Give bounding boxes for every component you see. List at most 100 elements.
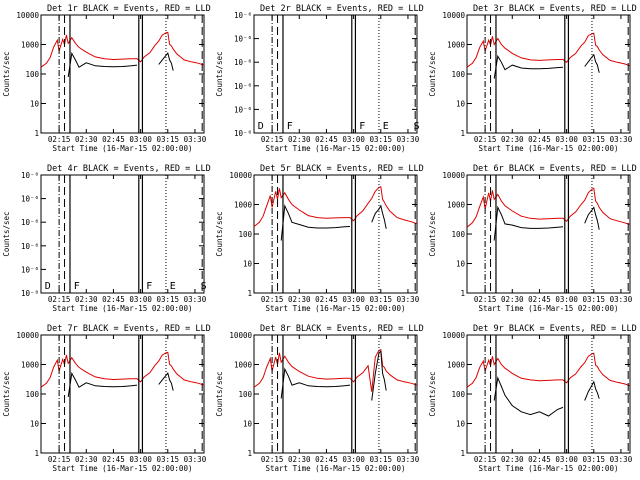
y-axis-label: Counts/sec bbox=[428, 51, 437, 96]
panel-title: Det 1r BLACK = Events, RED = LLD bbox=[47, 4, 211, 14]
x-tick-label: 02:30 bbox=[501, 295, 524, 304]
y-axis-label: Counts/sec bbox=[215, 51, 224, 96]
y-tick-label: 1 bbox=[460, 129, 465, 138]
x-tick-label: 03:30 bbox=[610, 135, 633, 144]
x-tick-label: 02:30 bbox=[75, 295, 98, 304]
x-tick-label: 03:00 bbox=[342, 455, 365, 464]
series-line-events bbox=[493, 376, 600, 417]
y-tick-label: 1 bbox=[34, 129, 39, 138]
y-tick-label: 10⁻⁶ bbox=[234, 129, 252, 138]
x-tick-label: 03:30 bbox=[397, 135, 420, 144]
panel-title: Det 3r BLACK = Events, RED = LLD bbox=[473, 4, 637, 14]
panel-title: Det 8r BLACK = Events, RED = LLD bbox=[260, 324, 424, 334]
y-tick-label: 10000 bbox=[229, 331, 252, 340]
x-tick-label: 03:00 bbox=[555, 455, 578, 464]
series-line-events bbox=[493, 205, 600, 241]
x-tick-label: 03:00 bbox=[129, 455, 152, 464]
x-tick-label: 03:15 bbox=[156, 135, 179, 144]
x-tick-label: 03:30 bbox=[184, 135, 207, 144]
panel-title: Det 6r BLACK = Events, RED = LLD bbox=[473, 164, 637, 174]
x-tick-label: 02:45 bbox=[528, 455, 551, 464]
y-tick-label: 10⁻⁶ bbox=[21, 171, 39, 180]
x-tick-label: 03:00 bbox=[129, 135, 152, 144]
y-tick-label: 1000 bbox=[447, 201, 466, 210]
series-line-lld bbox=[253, 186, 418, 227]
panel-det-1: Det 1r BLACK = Events, RED = LLD 02:15 02:… bbox=[2, 4, 211, 153]
x-tick-label: 03:30 bbox=[184, 455, 207, 464]
y-axis-label: Counts/sec bbox=[215, 211, 224, 256]
phase-marker: E bbox=[170, 281, 176, 292]
y-tick-label: 1000 bbox=[21, 361, 40, 370]
x-tick-label: 03:15 bbox=[369, 295, 392, 304]
y-tick-label: 10⁻⁶ bbox=[234, 35, 252, 44]
y-tick-label: 10000 bbox=[442, 171, 465, 180]
series-line-events bbox=[67, 51, 174, 77]
x-tick-label: 02:15 bbox=[261, 135, 284, 144]
y-tick-label: 10000 bbox=[229, 171, 252, 180]
x-tick-label: 03:30 bbox=[610, 295, 633, 304]
panel-title: Det 9r BLACK = Events, RED = LLD bbox=[473, 324, 637, 334]
x-tick-label: 02:45 bbox=[528, 135, 551, 144]
y-tick-label: 100 bbox=[451, 70, 465, 79]
phase-marker: F bbox=[359, 121, 365, 132]
y-tick-label: 10⁻⁶ bbox=[21, 265, 39, 274]
y-tick-label: 10⁻⁶ bbox=[234, 105, 252, 114]
series-line-lld bbox=[40, 31, 205, 68]
x-tick-label: 03:00 bbox=[342, 295, 365, 304]
series-line-events bbox=[280, 350, 387, 401]
y-tick-label: 10⁻⁶ bbox=[234, 11, 252, 20]
y-tick-label: 100 bbox=[451, 230, 465, 239]
plot-frame bbox=[253, 334, 418, 454]
x-tick-label: 03:15 bbox=[582, 455, 605, 464]
series-line-events bbox=[280, 203, 387, 241]
x-tick-label: 02:30 bbox=[75, 135, 98, 144]
y-axis-label: Counts/sec bbox=[2, 211, 11, 256]
x-tick-label: 02:30 bbox=[75, 455, 98, 464]
panel-det-7: Det 7r BLACK = Events, RED = LLD 02:15 02:… bbox=[2, 324, 211, 473]
x-tick-label: 02:30 bbox=[288, 295, 311, 304]
y-tick-label: 1 bbox=[460, 289, 465, 298]
y-tick-label: 10 bbox=[456, 100, 466, 109]
x-axis-label: Start Time (16-Mar-15 02:00:00) bbox=[53, 304, 193, 313]
series-line-lld bbox=[466, 352, 631, 388]
x-axis-label: Start Time (16-Mar-15 02:00:00) bbox=[266, 144, 406, 153]
y-axis-label: Counts/sec bbox=[215, 371, 224, 416]
panel-det-5: Det 5r BLACK = Events, RED = LLD 02:15 02:… bbox=[215, 164, 424, 313]
x-tick-label: 02:15 bbox=[474, 455, 497, 464]
x-tick-label: 02:45 bbox=[102, 295, 125, 304]
y-tick-label: 1 bbox=[247, 289, 252, 298]
x-tick-label: 02:15 bbox=[48, 295, 71, 304]
y-tick-label: 10 bbox=[456, 260, 466, 269]
y-tick-label: 10000 bbox=[442, 11, 465, 20]
y-axis-label: Counts/sec bbox=[428, 371, 437, 416]
panel-det-4: Det 4r BLACK = Events, RED = LLD 02:15 02:… bbox=[2, 164, 211, 313]
phase-marker: D bbox=[258, 121, 264, 132]
series-line-lld bbox=[466, 187, 631, 228]
phase-marker: S bbox=[201, 281, 207, 292]
plot-frame bbox=[253, 14, 418, 134]
y-tick-label: 10 bbox=[243, 260, 253, 269]
x-tick-label: 03:00 bbox=[555, 295, 578, 304]
x-tick-label: 03:30 bbox=[184, 295, 207, 304]
y-tick-label: 10000 bbox=[16, 11, 39, 20]
x-axis-label: Start Time (16-Mar-15 02:00:00) bbox=[479, 304, 619, 313]
x-tick-label: 03:00 bbox=[555, 135, 578, 144]
x-tick-label: 03:15 bbox=[156, 295, 179, 304]
x-tick-label: 03:15 bbox=[582, 135, 605, 144]
x-tick-label: 02:30 bbox=[288, 135, 311, 144]
y-tick-label: 100 bbox=[238, 230, 252, 239]
x-tick-label: 02:15 bbox=[48, 455, 71, 464]
x-tick-label: 02:45 bbox=[528, 295, 551, 304]
plot-frame bbox=[40, 174, 205, 294]
y-tick-label: 10⁻⁶ bbox=[21, 195, 39, 204]
x-tick-label: 02:30 bbox=[501, 455, 524, 464]
y-tick-label: 100 bbox=[451, 390, 465, 399]
y-tick-label: 1000 bbox=[21, 41, 40, 50]
y-tick-label: 1 bbox=[247, 449, 252, 458]
x-axis-label: Start Time (16-Mar-15 02:00:00) bbox=[266, 304, 406, 313]
x-tick-label: 03:15 bbox=[369, 455, 392, 464]
panel-det-9: Det 9r BLACK = Events, RED = LLD 02:15 02:… bbox=[428, 324, 637, 473]
plot-frame bbox=[466, 14, 631, 134]
y-tick-label: 10⁻⁶ bbox=[234, 82, 252, 91]
